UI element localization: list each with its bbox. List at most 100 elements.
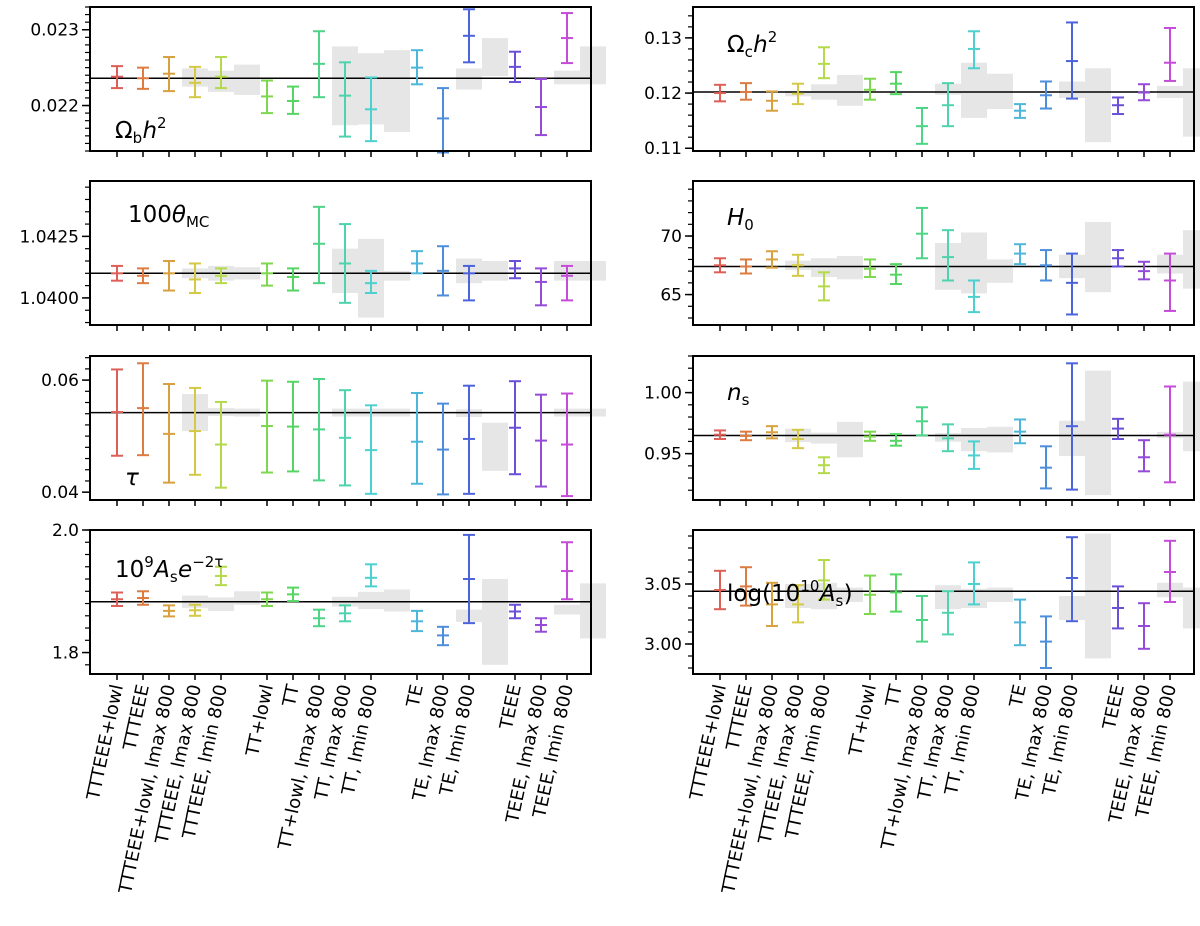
error-bar — [163, 604, 175, 618]
y-tick-label: 65 — [660, 286, 682, 306]
y-tick-label: 0.11 — [644, 139, 682, 159]
error-bar — [1066, 536, 1078, 623]
reference-band — [1085, 370, 1111, 496]
error-bar — [215, 267, 227, 285]
reference-band — [1183, 587, 1200, 629]
reference-band — [811, 432, 837, 444]
error-bar — [942, 590, 954, 636]
y-tick-label: 3.05 — [644, 575, 682, 595]
error-bar — [1014, 598, 1026, 647]
y-tick-label: 0.12 — [644, 84, 682, 104]
error-bar — [137, 590, 149, 606]
reference-band — [358, 591, 384, 610]
y-tick-label: 0.13 — [644, 29, 682, 49]
axes-frame — [692, 529, 1195, 675]
axes-frame — [89, 180, 592, 326]
panel-label: log(1010 As ) — [727, 577, 853, 610]
error-bar — [535, 267, 547, 307]
error-bar — [818, 271, 830, 302]
error-bar — [339, 61, 351, 138]
panel-H0: 65 70 H0 — [660, 180, 1200, 331]
error-bar — [437, 245, 449, 297]
panel-label: Ωc h2 — [727, 28, 777, 61]
error-bar — [818, 456, 830, 475]
error-bar — [287, 380, 299, 473]
error-bar — [463, 384, 475, 495]
axes-frame — [89, 6, 592, 152]
y-tick-label: 0.023 — [30, 21, 79, 41]
error-bar — [714, 569, 726, 611]
category-label: TT+lowl — [242, 683, 278, 759]
error-bar — [864, 430, 876, 442]
reference-band — [987, 259, 1013, 283]
error-bar — [535, 617, 547, 633]
error-bar — [365, 563, 377, 588]
category-label: TE — [1005, 683, 1030, 710]
axes-frame — [692, 6, 1195, 152]
error-bar — [411, 49, 423, 86]
reference-band — [987, 426, 1013, 453]
error-bar — [890, 263, 902, 286]
error-bar — [411, 250, 423, 275]
error-bar — [365, 269, 377, 294]
y-tick-label: 1.0400 — [20, 289, 79, 309]
error-bar — [740, 258, 752, 275]
axes-frame — [692, 180, 1195, 326]
error-bar — [1138, 260, 1150, 281]
error-bar — [339, 389, 351, 487]
error-bar — [818, 559, 830, 601]
error-bar — [215, 400, 227, 489]
error-bar — [535, 78, 547, 137]
error-bar — [111, 264, 123, 282]
category-label: TT+lowl — [845, 683, 881, 759]
error-bar — [137, 66, 149, 90]
error-bar — [287, 85, 299, 115]
error-bar — [1112, 249, 1124, 268]
error-bar — [189, 262, 201, 294]
error-bar — [137, 267, 149, 285]
reference-band — [1183, 68, 1200, 137]
y-tick-label: 1.0425 — [20, 227, 79, 247]
error-bar — [740, 430, 752, 442]
panel-tau: 0.04 0.06 τ — [41, 355, 606, 506]
error-bar — [313, 608, 325, 628]
reference-band — [384, 50, 410, 133]
reference-band — [482, 422, 508, 471]
error-bar — [561, 12, 573, 65]
error-bar — [509, 50, 521, 84]
error-bar — [411, 391, 423, 485]
error-bar — [1112, 96, 1124, 116]
error-bar — [1040, 445, 1052, 490]
error-bar — [437, 625, 449, 647]
y-tick-label: 0.04 — [41, 483, 79, 503]
error-bar — [1066, 21, 1078, 100]
error-bar — [1164, 252, 1176, 312]
error-bar — [792, 253, 804, 277]
error-bar — [463, 8, 475, 64]
panel-A_s_e_tau: 1.8 2.0 109 As e−2τ — [52, 521, 606, 680]
error-bar — [509, 260, 521, 280]
error-bar — [766, 250, 778, 269]
reference-band — [961, 62, 987, 118]
error-bar — [261, 262, 273, 287]
error-bar — [916, 595, 928, 643]
error-bar — [437, 87, 449, 154]
panel-log_As: 3.00 3.05 log(1010 As ) — [644, 529, 1200, 680]
error-bar — [261, 591, 273, 607]
axes-frame — [89, 355, 592, 501]
error-bar — [137, 362, 149, 457]
error-bar — [864, 258, 876, 278]
error-bar — [163, 260, 175, 292]
error-bar — [561, 541, 573, 601]
error-bar — [1138, 602, 1150, 650]
error-bar — [1112, 417, 1124, 440]
error-bar — [313, 205, 325, 285]
y-tick-label: 1.00 — [644, 384, 682, 404]
reference-band — [580, 583, 606, 639]
y-tick-label: 0.95 — [644, 445, 682, 465]
category-label: TEEE — [496, 683, 526, 732]
y-tick-label: 3.00 — [644, 635, 682, 655]
error-bar — [561, 264, 573, 302]
error-bar — [968, 30, 980, 70]
